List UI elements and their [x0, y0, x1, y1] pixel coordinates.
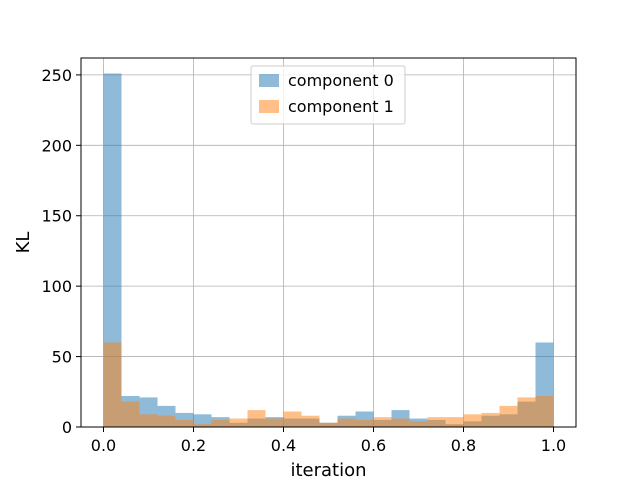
bar-series-1-bin-5	[193, 424, 212, 427]
x-tick-label-4: 0.8	[451, 436, 476, 455]
bar-series-1-bin-2	[139, 414, 158, 427]
plot-frame	[80, 57, 577, 428]
legend: component 0 component 1	[250, 65, 406, 125]
x-tick-label-1: 0.2	[181, 436, 206, 455]
bar-series-1-bin-10	[283, 411, 302, 427]
bar-series-1-bin-23	[517, 397, 536, 427]
bar-series-0-bin-0	[103, 73, 122, 427]
x-tick-label-3: 0.6	[361, 436, 386, 455]
y-tick-label-4: 200	[41, 136, 72, 155]
bar-series-1-bin-16	[391, 418, 410, 427]
bar-series-1-bin-18	[427, 417, 446, 427]
x-axis-ticks: 0.0 0.2 0.4 0.6 0.8 1.0	[91, 427, 566, 455]
bar-series-1-bin-3	[157, 415, 176, 427]
y-tick-label-0: 0	[62, 418, 72, 437]
bar-series-1-bin-11	[301, 415, 320, 427]
y-axis-ticks: 0 50 100 150 200 250	[41, 66, 81, 437]
x-tick-label-0: 0.0	[91, 436, 116, 455]
y-axis-label: KL	[13, 232, 34, 254]
y-tick-label-3: 150	[41, 207, 72, 226]
bar-series-1-bin-24	[535, 396, 554, 427]
bar-series-1-bin-13	[337, 418, 356, 427]
bar-series-1-bin-21	[481, 412, 500, 427]
bar-series-1-bin-7	[229, 418, 248, 427]
series-1-bars	[103, 342, 554, 427]
x-tick-label-2: 0.4	[271, 436, 296, 455]
bar-series-1-bin-14	[355, 419, 374, 427]
y-tick-label-5: 250	[41, 66, 72, 85]
bar-series-1-bin-20	[463, 414, 482, 427]
y-tick-label-2: 100	[41, 277, 72, 296]
bar-series-1-bin-8	[247, 410, 266, 427]
bar-series-1-bin-6	[211, 419, 230, 427]
bar-series-0-bin-5	[193, 414, 212, 427]
legend-swatch-component-1	[259, 100, 279, 113]
bar-series-1-bin-15	[373, 417, 392, 427]
bar-series-1-bin-12	[319, 422, 338, 427]
y-tick-label-1: 50	[52, 348, 72, 367]
series-0-bars	[103, 73, 554, 427]
bar-series-1-bin-1	[121, 401, 140, 427]
bar-series-1-bin-17	[409, 421, 428, 427]
bar-series-1-bin-19	[445, 417, 464, 427]
bar-series-1-bin-4	[175, 419, 194, 427]
bar-series-1-bin-22	[499, 405, 518, 427]
x-axis-label: iteration	[290, 460, 366, 480]
legend-label-component-1: component 1	[288, 97, 394, 116]
legend-label-component-0: component 0	[288, 71, 394, 90]
bar-series-1-bin-9	[265, 418, 284, 427]
x-tick-label-5: 1.0	[541, 436, 566, 455]
legend-swatch-component-0	[259, 74, 279, 87]
legend-box	[250, 65, 406, 125]
histogram-bars	[103, 73, 554, 427]
bar-series-1-bin-0	[103, 342, 122, 427]
